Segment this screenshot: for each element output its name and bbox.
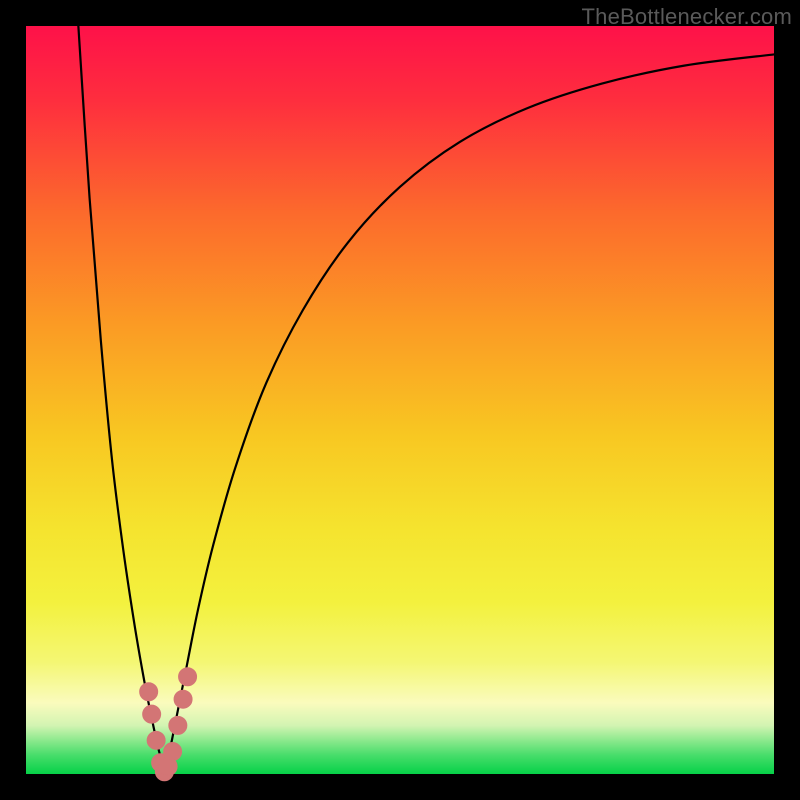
marker-point bbox=[143, 705, 161, 723]
marker-point bbox=[164, 743, 182, 761]
plot-background bbox=[26, 26, 774, 774]
marker-point bbox=[147, 731, 165, 749]
bottleneck-chart bbox=[0, 0, 800, 800]
marker-point bbox=[140, 683, 158, 701]
marker-point bbox=[174, 690, 192, 708]
marker-point bbox=[169, 716, 187, 734]
watermark-text: TheBottlenecker.com bbox=[582, 4, 792, 30]
marker-point bbox=[179, 668, 197, 686]
